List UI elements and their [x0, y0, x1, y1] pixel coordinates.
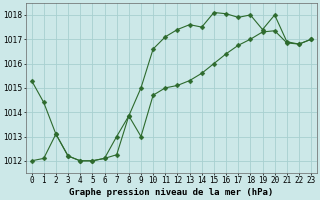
X-axis label: Graphe pression niveau de la mer (hPa): Graphe pression niveau de la mer (hPa): [69, 188, 274, 197]
